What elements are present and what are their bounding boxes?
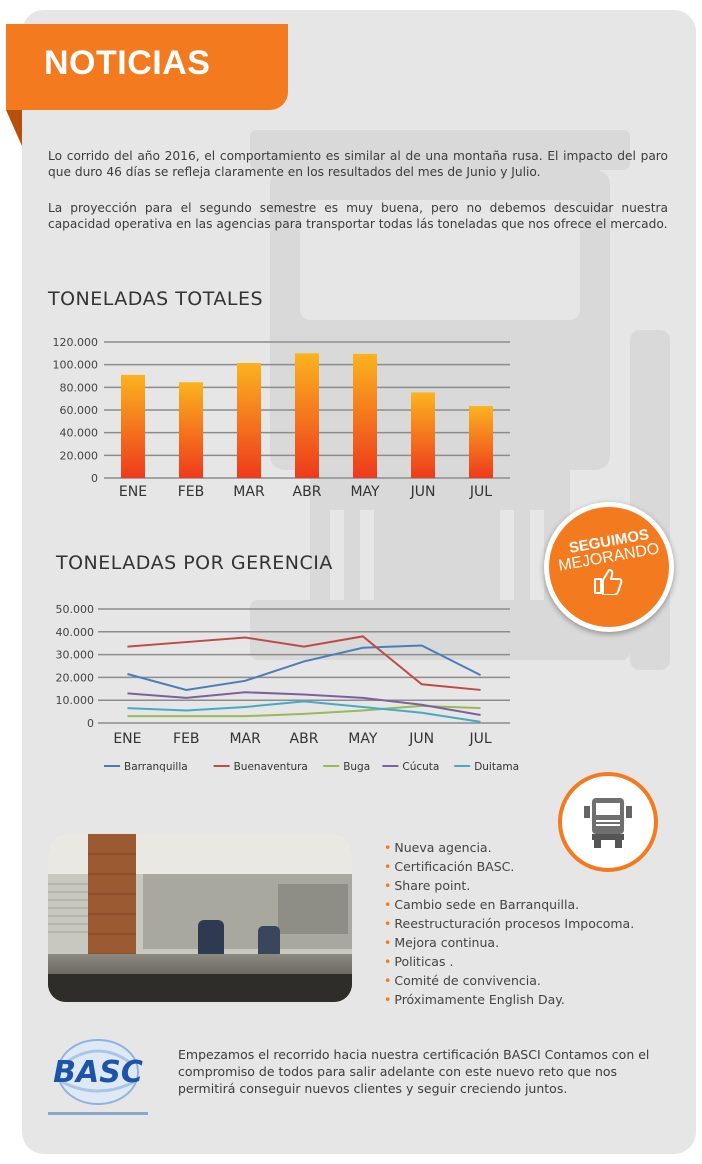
list-item: Share point.: [384, 876, 634, 895]
line-y-tick-label: 20.000: [56, 671, 95, 684]
list-item: Comité de convivencia.: [384, 971, 634, 990]
bar-ene: [121, 374, 145, 478]
bar-mar: [237, 362, 261, 478]
intro-paragraph-1: Lo corrido del año 2016, el comportamien…: [48, 149, 668, 179]
bar-abr: [295, 353, 319, 478]
office-photo: [48, 834, 352, 1002]
bar-jul: [469, 406, 493, 478]
line-x-tick-label: FEB: [173, 731, 200, 747]
line-x-tick-label: MAR: [229, 731, 261, 747]
bar-feb: [179, 382, 203, 478]
list-item: Politicas .: [384, 952, 634, 971]
bar-x-tick-label: JUN: [410, 484, 436, 500]
line-x-tick-label: ABR: [290, 731, 319, 747]
bar-y-tick-label: 60.000: [60, 404, 99, 417]
line-chart-gerencia: 0 10.000 20.000 30.000 40.000 50.000 ENE FEB MAR…: [56, 603, 520, 773]
line-x-tick-label: MAY: [348, 731, 378, 747]
series-line-buenaventura: [127, 635, 481, 691]
list-item: Mejora continua.: [384, 933, 634, 952]
line-y-tick-label: 0: [87, 717, 94, 730]
list-item: Próximamente English Day.: [384, 990, 634, 1009]
list-item: Nueva agencia.: [384, 838, 634, 857]
basc-logo: BASC: [48, 1039, 148, 1115]
basc-paragraph: Empezamos el recorrido hacia nuestra cer…: [178, 1047, 650, 1096]
chart-title-gerencia: TONELADAS POR GERENCIA: [56, 552, 333, 574]
bar-y-tick-label: 120.000: [53, 336, 99, 349]
series-line-cúcuta: [127, 691, 481, 717]
bar-may: [353, 353, 377, 478]
line-x-tick-label: JUL: [468, 731, 491, 747]
legend-entry: Buenaventura: [234, 761, 308, 773]
banner-fold: [6, 110, 22, 146]
bar-x-tick-label: FEB: [178, 484, 205, 500]
truck-icon: [584, 798, 632, 848]
bar-y-tick-label: 80.000: [60, 381, 99, 394]
line-y-tick-label: 30.000: [56, 649, 95, 662]
list-item: Reestructuración procesos Impocoma.: [384, 914, 634, 933]
legend-entry: Duitama: [474, 761, 519, 773]
bar-chart-totales: 0 20.000 40.000 60.000 80.000 100.000 120.000 E…: [53, 336, 510, 500]
bar-y-tick-label: 100.000: [53, 359, 99, 372]
series-line-duitama: [127, 700, 481, 723]
seguimos-mejorando-badge: SEGUIMOS MEJORANDO: [544, 502, 674, 632]
series-line-barranquilla: [127, 644, 482, 691]
legend-entry: Barranquilla: [124, 761, 188, 773]
news-list: Nueva agencia. Certificación BASC. Share…: [384, 838, 634, 1009]
bar-y-tick-label: 20.000: [60, 449, 99, 462]
bar-x-tick-label: MAR: [233, 484, 265, 500]
bar-x-tick-label: JUL: [469, 484, 492, 500]
header-banner: [6, 24, 288, 110]
legend-entry: Buga: [343, 761, 370, 773]
bar-x-tick-label: ABR: [293, 484, 322, 500]
list-item: Certificación BASC.: [384, 857, 634, 876]
bar-x-tick-label: MAY: [350, 484, 380, 500]
list-item: Cambio sede en Barranquilla.: [384, 895, 634, 914]
line-y-tick-label: 40.000: [56, 626, 95, 639]
line-y-tick-label: 10.000: [56, 694, 95, 707]
bar-x-tick-label: ENE: [119, 484, 147, 500]
line-x-tick-label: JUN: [408, 731, 434, 747]
bar-jun: [411, 392, 435, 478]
thumbs-up-icon: [594, 569, 623, 595]
intro-paragraph-2: La proyección para el segundo semestre e…: [48, 201, 668, 231]
legend-entry: Cúcuta: [402, 761, 439, 773]
line-y-tick-label: 50.000: [56, 603, 95, 616]
chart-title-totales: TONELADAS TOTALES: [48, 288, 264, 310]
basc-logo-text: BASC: [53, 1055, 143, 1090]
series-line-buga: [127, 704, 481, 718]
line-x-tick-label: ENE: [113, 731, 141, 747]
bar-y-tick-label: 40.000: [60, 427, 99, 440]
bar-y-tick-label: 0: [91, 472, 98, 485]
page-title: NOTICIAS: [44, 44, 211, 82]
